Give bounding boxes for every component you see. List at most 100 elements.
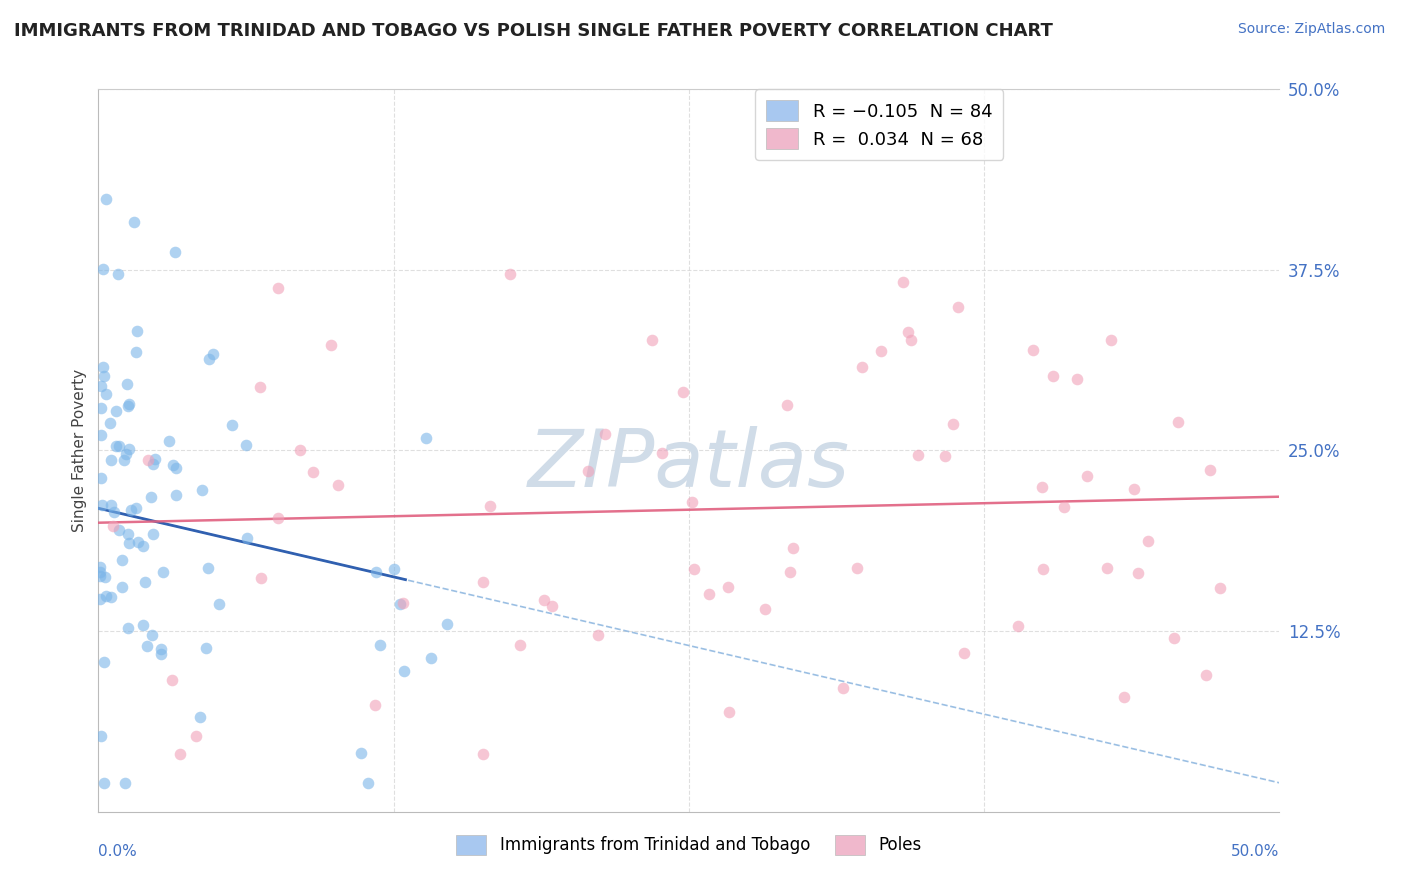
Point	[90, 427, 112, 442]
Point	[197, 561, 219, 575]
Point	[415, 431, 437, 445]
Point	[1076, 469, 1098, 483]
Point	[104, 439, 127, 453]
Point	[117, 527, 139, 541]
Point	[1066, 372, 1088, 386]
Point	[869, 344, 891, 359]
Point	[235, 437, 257, 451]
Point	[107, 267, 129, 281]
Point	[776, 398, 799, 412]
Point	[150, 641, 173, 656]
Point	[1114, 690, 1136, 704]
Point	[900, 334, 922, 348]
Point	[328, 477, 350, 491]
Point	[117, 400, 139, 414]
Point	[717, 581, 740, 595]
Point	[117, 621, 139, 635]
Point	[350, 746, 373, 760]
Point	[142, 458, 165, 472]
Point	[93, 655, 115, 669]
Point	[942, 417, 965, 432]
Point	[364, 565, 387, 579]
Point	[1198, 463, 1220, 477]
Point	[392, 596, 415, 610]
Point	[101, 518, 124, 533]
Point	[392, 664, 415, 678]
Point	[364, 698, 387, 712]
Point	[124, 215, 146, 229]
Point	[208, 597, 231, 611]
Text: IMMIGRANTS FROM TRINIDAD AND TOBAGO VS POLISH SINGLE FATHER POVERTY CORRELATION : IMMIGRANTS FROM TRINIDAD AND TOBAGO VS P…	[14, 22, 1053, 40]
Point	[266, 281, 288, 295]
Point	[135, 639, 157, 653]
Point	[157, 434, 180, 448]
Point	[89, 592, 111, 607]
Point	[586, 628, 609, 642]
Point	[141, 491, 163, 505]
Point	[125, 344, 148, 359]
Point	[194, 640, 217, 655]
Point	[100, 590, 122, 604]
Point	[1099, 333, 1122, 347]
Point	[198, 352, 221, 367]
Text: 0.0%: 0.0%	[98, 844, 138, 859]
Point	[107, 439, 129, 453]
Point	[98, 417, 121, 431]
Point	[118, 442, 141, 456]
Point	[169, 747, 191, 761]
Point	[897, 325, 920, 339]
Legend: Immigrants from Trinidad and Tobago, Poles: Immigrants from Trinidad and Tobago, Pol…	[450, 829, 928, 861]
Point	[93, 776, 115, 790]
Point	[472, 747, 495, 761]
Point	[893, 275, 915, 289]
Point	[754, 602, 776, 616]
Point	[125, 501, 148, 516]
Point	[319, 338, 342, 352]
Point	[533, 593, 555, 607]
Point	[136, 452, 159, 467]
Point	[118, 536, 141, 550]
Point	[541, 599, 564, 613]
Point	[1053, 500, 1076, 515]
Point	[165, 488, 187, 502]
Point	[202, 347, 225, 361]
Point	[114, 452, 136, 467]
Point	[290, 442, 312, 457]
Point	[103, 505, 125, 519]
Point	[250, 571, 273, 585]
Point	[163, 245, 186, 260]
Point	[142, 527, 165, 541]
Point	[1209, 581, 1232, 595]
Point	[1167, 416, 1189, 430]
Point	[150, 647, 173, 661]
Point	[267, 510, 290, 524]
Point	[90, 471, 112, 485]
Point	[93, 359, 115, 374]
Point	[946, 300, 969, 314]
Point	[93, 368, 115, 383]
Point	[672, 385, 695, 400]
Point	[89, 560, 111, 574]
Point	[1032, 562, 1054, 576]
Point	[576, 463, 599, 477]
Point	[115, 376, 138, 391]
Point	[127, 535, 149, 549]
Point	[717, 705, 740, 719]
Point	[91, 262, 114, 277]
Point	[184, 730, 207, 744]
Text: Source: ZipAtlas.com: Source: ZipAtlas.com	[1237, 22, 1385, 37]
Point	[165, 461, 187, 475]
Point	[236, 531, 259, 545]
Point	[1022, 343, 1045, 357]
Point	[111, 553, 134, 567]
Point	[368, 639, 391, 653]
Point	[356, 776, 378, 790]
Point	[681, 495, 703, 509]
Point	[471, 574, 494, 589]
Point	[90, 401, 112, 415]
Text: 50.0%: 50.0%	[1232, 844, 1279, 859]
Point	[699, 586, 721, 600]
Point	[141, 628, 163, 642]
Point	[190, 483, 212, 497]
Point	[509, 638, 531, 652]
